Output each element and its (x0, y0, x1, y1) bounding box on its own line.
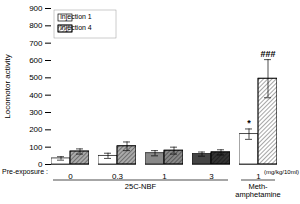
svg-text:Locomotor activity: Locomotor activity (3, 54, 12, 118)
svg-text:###: ### (260, 49, 275, 59)
svg-text:Meth-amphetamine: Meth-amphetamine (235, 182, 280, 199)
svg-text:0.3: 0.3 (111, 172, 124, 182)
svg-text:400: 400 (29, 91, 43, 100)
svg-text:0: 0 (38, 160, 43, 170)
svg-text:500: 500 (29, 73, 43, 82)
svg-text:25C-NBF: 25C-NBF (125, 182, 157, 191)
svg-text:1: 1 (162, 172, 167, 182)
svg-text:700: 700 (29, 39, 43, 48)
svg-text:100: 100 (29, 143, 43, 152)
svg-text:*: * (247, 118, 251, 128)
svg-text:900: 900 (29, 4, 43, 13)
svg-text:injection 4: injection 4 (60, 24, 92, 32)
svg-text:injection 1: injection 1 (60, 13, 92, 21)
svg-text:Pre-exposure :: Pre-exposure : (2, 168, 48, 176)
svg-text:1: 1 (256, 172, 261, 182)
svg-text:200: 200 (29, 125, 43, 134)
svg-text:3: 3 (209, 172, 214, 182)
svg-text:600: 600 (29, 56, 43, 65)
svg-text:0: 0 (68, 172, 73, 182)
svg-text:800: 800 (29, 21, 43, 30)
svg-text:300: 300 (29, 108, 43, 117)
svg-text:(mg/kg/10ml): (mg/kg/10ml) (264, 169, 299, 175)
